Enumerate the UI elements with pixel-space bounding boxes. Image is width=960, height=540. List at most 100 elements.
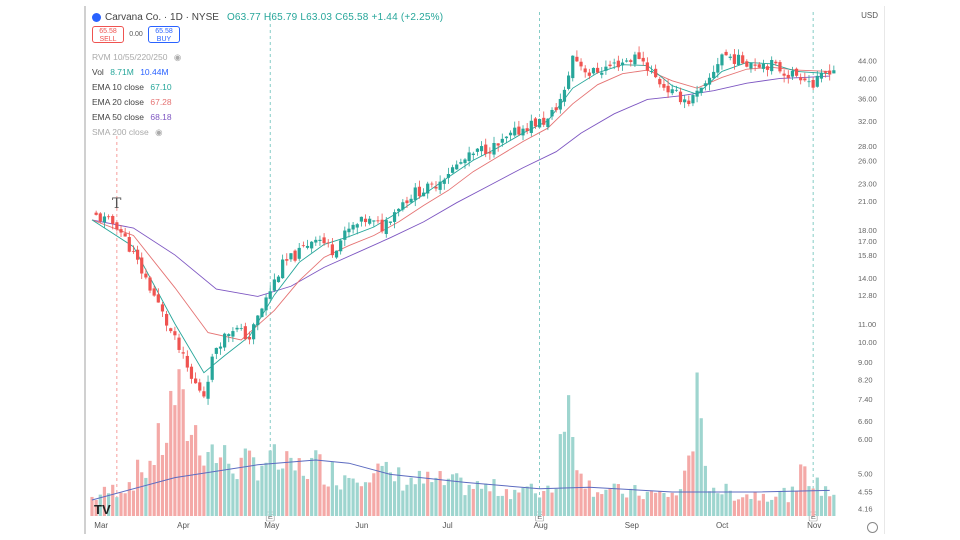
volume-bar	[778, 490, 782, 516]
indicator-name: EMA 50 close	[92, 112, 144, 122]
volume-bar	[156, 423, 160, 516]
volume-bar	[392, 481, 397, 516]
buy-price: 65.58	[155, 28, 173, 35]
volume-bar	[318, 454, 322, 516]
candle-body	[479, 146, 484, 152]
candle-body	[198, 382, 202, 391]
candle-body	[330, 244, 334, 256]
y-tick-label: 32.00	[858, 117, 877, 126]
candle-body	[405, 200, 409, 204]
candle-body	[517, 126, 521, 135]
volume-bar	[268, 450, 272, 516]
eye-icon[interactable]: ◉	[173, 52, 182, 62]
volume-bar	[160, 454, 165, 516]
tradingview-logo-icon[interactable]: TV	[94, 502, 111, 517]
candle-body	[252, 324, 256, 340]
indicator-row-sma200[interactable]: SMA 200 close ◉	[92, 125, 181, 140]
candle-body	[707, 77, 712, 85]
volume-bar	[558, 434, 562, 516]
volume-bar	[397, 467, 401, 516]
volume-bar	[405, 484, 409, 516]
volume-bar	[571, 437, 575, 516]
candle-body	[334, 250, 339, 258]
volume-bar	[347, 477, 351, 516]
candle-body	[438, 181, 442, 190]
y-tick-label: 6.60	[858, 417, 873, 426]
volume-bar	[484, 483, 488, 516]
volume-bar	[658, 491, 662, 516]
trade-panel: 65.58 SELL 0.00 65.58 BUY	[92, 26, 180, 43]
candle-body	[339, 240, 343, 252]
candle-body	[741, 55, 745, 64]
volume-bar	[301, 475, 305, 516]
settings-icon[interactable]	[867, 522, 878, 533]
y-tick-label: 28.00	[858, 142, 877, 151]
volume-bar	[736, 499, 741, 516]
symbol-logo-icon[interactable]	[92, 12, 101, 22]
y-tick-label: 36.00	[858, 94, 877, 103]
volume-bar	[508, 499, 513, 516]
chart-frame[interactable]: Mar Apr May Jun Jul Aug Sep Oct Nov E E E 44.00 40.00…	[84, 6, 885, 534]
eye-icon[interactable]: ◉	[155, 127, 163, 137]
symbol-title[interactable]: Carvana Co. · 1D · NYSE	[105, 11, 219, 23]
volume-bar	[359, 486, 363, 516]
volume-bar	[376, 463, 380, 516]
sell-button[interactable]: 65.58 SELL	[92, 26, 124, 43]
candle-body	[587, 72, 591, 76]
volume-bar	[127, 482, 131, 516]
spread-value: 0.00	[129, 31, 143, 38]
indicator-row-rvm[interactable]: RVM 10/55/220/250 ◉	[92, 50, 181, 65]
volume-ma-line	[91, 459, 830, 501]
y-tick-label: 12.80	[858, 291, 877, 300]
volume-bar	[417, 470, 422, 516]
indicator-row-ema20[interactable]: EMA 20 close 67.28	[92, 95, 181, 110]
candle-body	[305, 245, 310, 248]
candle-body	[430, 183, 434, 185]
volume-bar	[807, 486, 811, 516]
buy-button[interactable]: 65.58 BUY	[148, 26, 180, 43]
volume-bar	[504, 489, 509, 516]
indicator-row-volume[interactable]: Vol 8.71M 10.44M	[92, 65, 181, 80]
candle-body	[421, 192, 426, 197]
volume-bar	[533, 493, 538, 516]
volume-bar	[413, 484, 417, 516]
volume-bar	[355, 482, 359, 516]
volume-bar	[707, 491, 712, 516]
candle-body	[703, 83, 707, 87]
currency-label[interactable]: USD	[861, 11, 878, 20]
volume-bar	[111, 484, 115, 516]
indicator-row-ema10[interactable]: EMA 10 close 67.10	[92, 80, 181, 95]
chart-header: Carvana Co. · 1D · NYSE O63.77 H65.79 L6…	[92, 8, 443, 26]
candle-body	[658, 78, 662, 85]
candle-body	[558, 98, 562, 110]
candle-body	[372, 220, 376, 222]
volume-bar	[281, 468, 285, 516]
candle-body	[409, 198, 413, 203]
y-tick-label: 17.00	[858, 237, 877, 246]
indicator-row-ema50[interactable]: EMA 50 close 68.18	[92, 110, 181, 125]
volume-bar	[828, 496, 832, 516]
candle-body	[351, 224, 355, 230]
volume-bar	[152, 465, 156, 516]
candle-body	[521, 128, 525, 136]
y-tick-label: 40.00	[858, 74, 877, 83]
volume-bar	[579, 473, 583, 516]
candle-body	[770, 59, 774, 72]
candle-body	[803, 78, 807, 81]
candle-body	[111, 215, 115, 224]
volume-bar	[753, 491, 757, 516]
candle-body	[799, 77, 803, 81]
candle-body	[832, 70, 836, 74]
text-tool-icon[interactable]: T	[112, 196, 122, 212]
candle-body	[712, 71, 716, 79]
volume-bar	[765, 501, 770, 516]
candle-body	[214, 347, 218, 354]
candle-body	[637, 52, 641, 59]
candle-body	[819, 72, 824, 79]
volume-bar	[546, 485, 550, 516]
candle-body	[247, 336, 252, 340]
earnings-event-label: E	[811, 512, 816, 521]
candle-body	[546, 118, 550, 128]
volume-bar	[272, 444, 276, 516]
